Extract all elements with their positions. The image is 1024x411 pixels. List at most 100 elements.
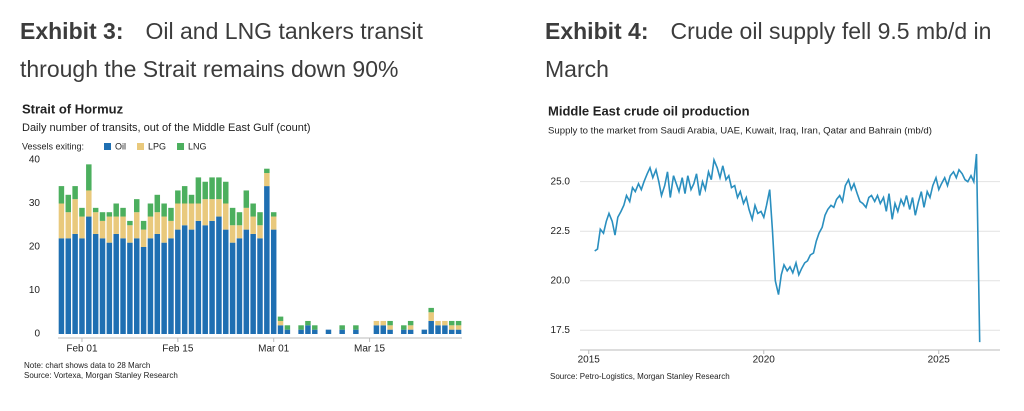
bar-segment [134,212,140,239]
bar-segment [387,325,393,330]
bar-segment [86,216,92,334]
chart-subtitle: Supply to the market from Saudi Arabia, … [548,126,932,137]
bar-segment [120,216,126,239]
bar-segment [455,329,462,334]
bar-segment [175,190,181,204]
bar-segment [127,220,133,226]
bar-segment [161,242,167,334]
bar-segment [243,190,250,208]
bar-segment [407,329,414,334]
heading-text: Oil and LNG tankers transit through the … [20,18,423,82]
bar-segment [223,181,229,204]
bar-segment [448,329,455,334]
bar-segment [79,238,85,334]
bar-segment [229,225,236,243]
bar-segment [236,212,243,226]
chart-source: Source: Vortexa, Morgan Stanley Research [24,371,178,380]
bar-segment [448,320,455,326]
y-tick-label: 17.5 [551,325,571,336]
bar-segment [442,320,448,326]
bar-segment [270,212,277,217]
bar-segment [99,212,106,221]
bar-segment [380,325,386,334]
bar-segment [181,186,188,204]
bar-segment [264,173,270,187]
bar-segment [250,233,256,334]
bar-segment [380,320,386,326]
bar-segment [312,329,318,334]
bar-segment [161,216,167,243]
bar-segment [161,203,167,217]
bar-segment [72,233,78,334]
legend-label: Oil [115,141,126,151]
y-tick-label: 30 [29,198,41,209]
y-tick-label: 40 [29,155,41,166]
bar-segment [195,220,202,334]
bar-segment [113,203,119,217]
bar-segment [106,216,113,243]
bar-segment [106,242,113,334]
bar-segment [428,307,434,313]
bar-segment [140,247,147,334]
exhibit-label: Exhibit 4: [545,18,649,44]
legend-swatch [177,143,185,150]
exhibit-heading: Exhibit 3: Oil and LNG tankers transit th… [20,12,490,88]
bar-segment [65,238,72,334]
bar-segment [257,212,263,226]
bar-segment [120,207,126,217]
bar-segment [181,225,188,334]
exhibit-heading: Exhibit 4: Crude oil supply fell 9.5 mb/d… [545,12,1015,88]
bar-segment [188,194,195,204]
bar-segment [298,325,304,330]
bar-segment [168,207,174,221]
legend-swatch [104,143,111,150]
bar-segment [243,229,250,334]
bar-segment [65,212,72,239]
bar-segment [92,233,99,334]
bar-segment [58,186,65,204]
bar-segment [455,320,462,326]
bar-segment [195,203,202,221]
y-tick-label: 0 [34,329,40,340]
y-tick-label: 25.0 [551,176,571,187]
bar-segment [188,203,195,230]
bar-segment [120,238,126,334]
bar-segment [188,229,195,334]
bar-segment [284,329,291,334]
bar-segment [421,329,428,334]
bar-segment [216,199,222,217]
bar-segment [236,225,243,239]
bar-segment [455,325,462,330]
bar-segment [58,238,65,334]
bar-segment [72,186,78,200]
chart-subtitle: Daily number of transits, out of the Mid… [22,122,311,134]
bar-segment [435,320,441,326]
bar-segment [257,225,263,239]
bar-segment [113,233,119,334]
bar-segment [442,325,448,334]
bar-segment [127,242,133,334]
bar-segment [140,229,147,247]
bar-segment [277,320,284,326]
bar-segment [202,199,208,226]
bar-segment [223,203,229,230]
bar-segment [134,238,140,334]
bar-segment [86,164,92,191]
bar-segment [147,216,154,239]
bar-segment [401,329,407,334]
bar-segment [428,312,434,321]
bar-segment [92,212,99,234]
bar-segment [140,220,147,230]
bar-segment [277,316,284,321]
bar-segment [373,325,380,334]
bar-segment [65,194,72,213]
data-line [594,153,981,343]
bar-segment [236,238,243,334]
bar-segment [264,168,270,174]
bar-segment [113,216,119,234]
bar-segment [277,325,284,334]
bar-segment [168,220,174,239]
bar-segment [305,320,311,326]
